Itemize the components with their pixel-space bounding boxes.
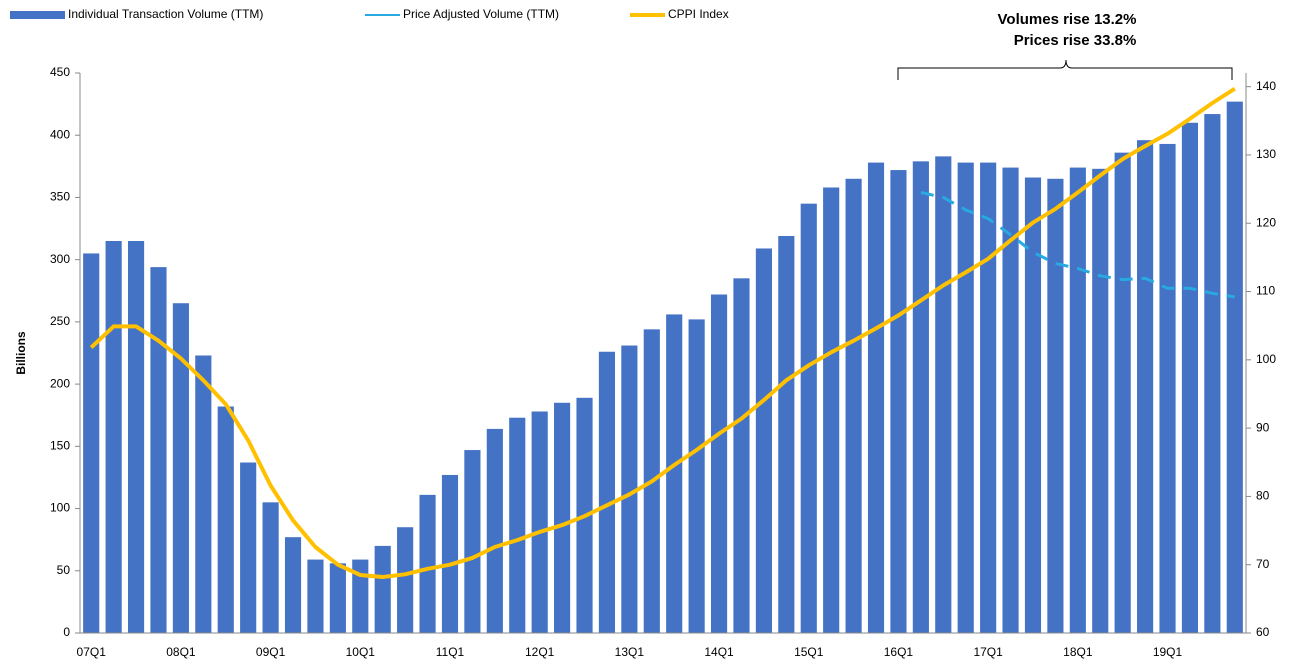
y-tick-label: 50: [57, 563, 71, 577]
bracket: [897, 59, 1233, 80]
y2-tick-label: 120: [1256, 215, 1276, 229]
dashed-line: [920, 191, 1236, 299]
x-tick-label: 18Q1: [1063, 645, 1093, 659]
bar: [105, 241, 122, 633]
y-tick-label: 150: [50, 439, 70, 453]
x-tick-label: 17Q1: [973, 645, 1003, 659]
bar: [598, 351, 616, 633]
bar: [755, 248, 772, 633]
y2-tick-label: 140: [1256, 79, 1276, 93]
bar: [1024, 177, 1042, 634]
bar: [374, 545, 391, 633]
bar: [284, 537, 302, 633]
bar: [1204, 114, 1221, 634]
x-tick-label: 12Q1: [525, 645, 555, 659]
bar: [262, 502, 279, 633]
x-tick-label: 08Q1: [166, 645, 196, 659]
x-tick-label: 13Q1: [615, 645, 645, 659]
annotation: Volumes rise 13.2%: [998, 11, 1137, 28]
bar: [509, 417, 526, 633]
bar: [307, 559, 324, 633]
bar: [800, 203, 817, 633]
bar: [957, 162, 974, 633]
bar: [217, 406, 234, 633]
bar: [778, 236, 795, 633]
line: [89, 87, 1236, 579]
bar: [1159, 143, 1176, 633]
y-tick-label: 0: [63, 625, 70, 639]
bar: [352, 559, 369, 633]
legend-label: Individual Transaction Volume (TTM): [68, 7, 263, 21]
y2-tick-label: 70: [1256, 557, 1270, 571]
bar: [150, 267, 167, 633]
bar: [1047, 178, 1064, 633]
bar: [935, 156, 952, 633]
y-tick-label: 250: [50, 314, 70, 328]
bar: [464, 450, 481, 633]
y2-tick-label: 90: [1256, 420, 1270, 434]
bar: [710, 294, 728, 633]
bar: [845, 178, 862, 633]
bar: [240, 462, 257, 633]
bar: [419, 494, 436, 633]
x-tick-label: 19Q1: [1153, 645, 1183, 659]
annotation: Prices rise 33.8%: [1014, 32, 1137, 49]
x-tick-label: 10Q1: [346, 645, 376, 659]
bar: [867, 162, 885, 633]
bar: [329, 563, 346, 633]
bar: [890, 170, 907, 634]
bar: [733, 278, 750, 633]
bar: [83, 253, 100, 633]
y2-tick-label: 130: [1256, 147, 1276, 161]
x-tick-label: 11Q1: [436, 645, 465, 659]
y-tick-label: 400: [50, 127, 70, 141]
bar: [1137, 140, 1154, 633]
x-tick-label: 09Q1: [256, 645, 286, 659]
x-tick-label: 07Q1: [77, 645, 107, 659]
y2-tick-label: 60: [1256, 625, 1270, 639]
bar: [397, 527, 414, 633]
bar: [1114, 152, 1131, 633]
bar: [1181, 122, 1199, 634]
bar: [1002, 167, 1019, 634]
y-tick-label: 200: [50, 376, 70, 390]
bar: [172, 303, 189, 633]
bar: [1069, 167, 1086, 634]
y2-tick-label: 80: [1256, 489, 1270, 503]
bar: [1092, 168, 1109, 634]
bar: [666, 314, 683, 633]
y-tick-label: 100: [50, 501, 70, 515]
legend-label: Price Adjusted Volume (TTM): [403, 7, 559, 21]
x-tick-label: 14Q1: [704, 645, 734, 659]
bar: [441, 474, 459, 633]
y2-tick-label: 100: [1256, 352, 1276, 366]
legend-label: CPPI Index: [668, 7, 729, 21]
bar: [531, 411, 548, 633]
y2-tick-label: 110: [1256, 284, 1275, 298]
y-tick-label: 300: [50, 252, 70, 266]
bar: [127, 241, 145, 633]
legend-swatch: [10, 11, 65, 19]
bar: [1226, 101, 1243, 634]
bar: [823, 187, 840, 633]
x-tick-label: 15Q1: [794, 645, 824, 659]
y-tick-label: 450: [50, 65, 70, 79]
bar: [554, 402, 571, 633]
x-tick-label: 16Q1: [884, 645, 914, 659]
bar: [912, 161, 929, 633]
bar: [688, 319, 705, 633]
y-tick-label: 350: [50, 190, 70, 204]
y-axis-label: Billions: [14, 331, 28, 375]
bar: [980, 162, 997, 633]
bar: [621, 345, 638, 633]
bar: [195, 355, 212, 633]
bar: [486, 428, 503, 633]
